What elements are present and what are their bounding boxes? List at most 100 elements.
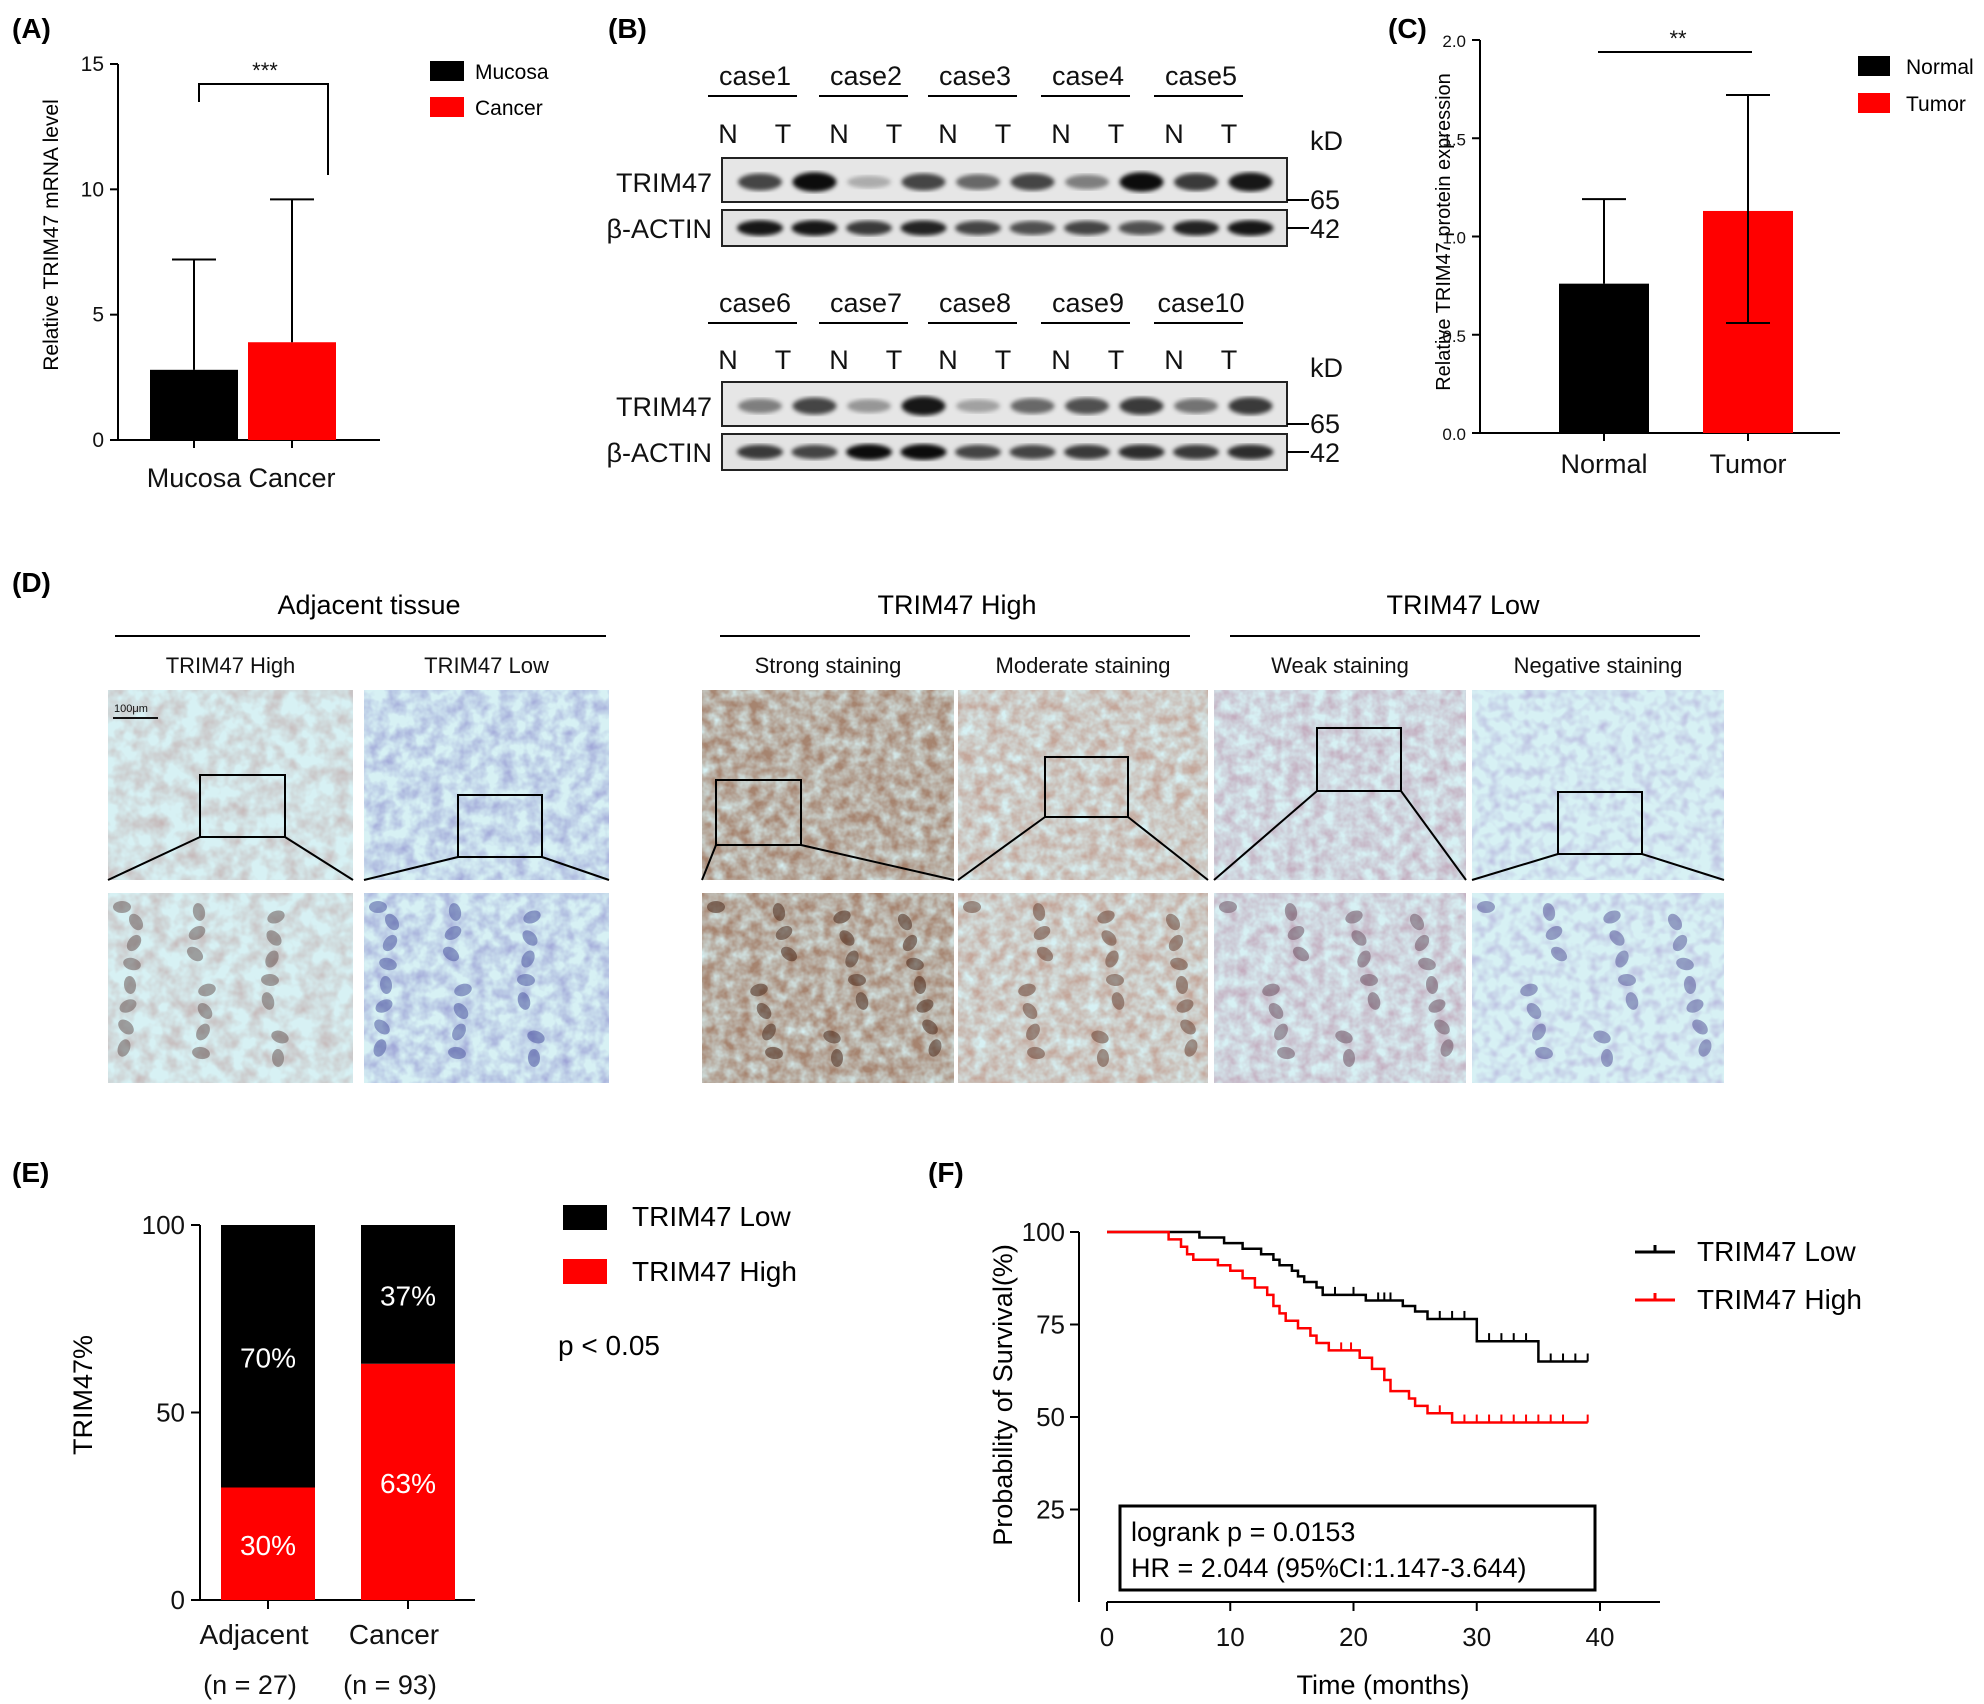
cell-nucleus xyxy=(765,1046,783,1060)
cell-nucleus xyxy=(916,999,934,1013)
zoom-line-left xyxy=(957,816,1046,881)
band-trim47 xyxy=(1174,173,1218,191)
legend-swatch-trim47-low xyxy=(563,1205,607,1230)
cell-nucleus xyxy=(1535,1046,1553,1060)
blot-case-label: case6 xyxy=(719,288,791,318)
cell-nucleus xyxy=(1440,1039,1454,1057)
band-actin xyxy=(1009,444,1056,460)
cell-nucleus xyxy=(1176,999,1194,1013)
blot-case-label: case2 xyxy=(830,61,902,91)
cell-nucleus xyxy=(1284,903,1298,921)
cell-nucleus xyxy=(192,903,206,921)
chart-a-marks: *** xyxy=(150,58,336,440)
cell-nucleus xyxy=(1180,1019,1196,1035)
x-tick-label: 40 xyxy=(1586,1622,1615,1652)
cell-nucleus xyxy=(1357,950,1371,968)
cell-nucleus xyxy=(1360,973,1378,987)
cell-nucleus xyxy=(527,1049,541,1067)
x-tick-label: Normal xyxy=(1560,449,1647,479)
blot-case-label: case5 xyxy=(1165,61,1237,91)
y-tick-label: 1.5 xyxy=(1442,130,1466,149)
cell-nucleus xyxy=(523,910,541,924)
cell-nucleus xyxy=(113,901,131,913)
band-trim47 xyxy=(956,399,1000,413)
scale-bar-label: 100μm xyxy=(114,703,148,715)
band-trim47 xyxy=(956,174,1000,190)
x-tick-label: 0 xyxy=(1100,1622,1114,1652)
x-tick-label: Mucosa xyxy=(147,463,243,493)
lane-label-t: T xyxy=(1108,345,1125,375)
cell-nucleus xyxy=(1545,926,1563,940)
band-trim47 xyxy=(1119,397,1164,415)
cell-nucleus xyxy=(1292,946,1310,962)
band-actin xyxy=(1118,444,1165,460)
band-actin xyxy=(737,444,783,460)
cell-nucleus xyxy=(374,1019,390,1035)
cell-nucleus xyxy=(772,903,786,921)
legend-label-mucosa: Mucosa xyxy=(475,61,549,84)
band-actin xyxy=(1227,220,1274,236)
significance-bracket xyxy=(198,83,329,175)
cell-nucleus xyxy=(1345,910,1363,924)
blot-protein-actin: β-ACTIN xyxy=(606,438,712,468)
blot-case-label: case4 xyxy=(1052,61,1124,91)
lane-label-t: T xyxy=(775,119,792,149)
lane-label-t: T xyxy=(995,119,1012,149)
cell-nucleus xyxy=(1026,1023,1040,1041)
legend-swatch-normal xyxy=(1858,56,1890,76)
ihc-column-label: Negative staining xyxy=(1514,653,1683,678)
x-tick-label: 20 xyxy=(1339,1622,1368,1652)
cell-nucleus xyxy=(1520,983,1538,997)
chart-e-ylabel: TRIM47% xyxy=(68,1335,98,1455)
ihc-texture-low-mag xyxy=(702,690,954,880)
cell-nucleus xyxy=(1600,1049,1614,1067)
zoom-line-right xyxy=(1641,853,1725,881)
band-actin xyxy=(955,220,1001,236)
blot-membrane-trim47 xyxy=(721,381,1288,427)
cell-nucleus xyxy=(1168,934,1184,952)
cell-nucleus xyxy=(756,1003,772,1019)
cell-nucleus xyxy=(453,1003,469,1019)
cell-nucleus xyxy=(521,950,535,968)
ihc-column-label: Strong staining xyxy=(755,653,902,678)
chart-c-axes: 0.0 0.5 1.0 1.5 2.0 Normal Tumor xyxy=(1442,32,1840,479)
legend-label-trim47-low: TRIM47 Low xyxy=(632,1201,791,1232)
cell-nucleus xyxy=(897,913,913,931)
cell-nucleus xyxy=(267,910,285,924)
chart-e-axes: 0 50 100 Adjacent (n = 27) Cancer (n = 93) xyxy=(142,1210,475,1700)
blot-case-label: case10 xyxy=(1157,288,1244,318)
y-tick-label: 100 xyxy=(142,1210,185,1240)
panel-label-c: (C) xyxy=(1388,13,1427,44)
cell-nucleus xyxy=(1101,930,1117,946)
cell-nucleus xyxy=(1676,957,1694,971)
cell-nucleus xyxy=(1027,1046,1045,1060)
chart-f-stat-hr: HR = 2.044 (95%CI:1.147-3.644) xyxy=(1131,1553,1526,1583)
lane-label-n: N xyxy=(938,119,958,149)
cell-nucleus xyxy=(517,973,535,987)
cell-nucleus xyxy=(118,1019,134,1035)
band-actin xyxy=(1173,444,1219,460)
band-trim47 xyxy=(1065,397,1109,415)
panel-c: (C) Relative TRIM47 protein expression 0… xyxy=(1388,13,1974,479)
chart-c-marks: ** xyxy=(1559,26,1793,433)
bar-segment-high xyxy=(221,1487,315,1600)
band-actin xyxy=(1064,220,1110,236)
chart-f-axes: 25 50 75 100 0 10 20 30 40 xyxy=(1022,1217,1660,1652)
panel-label-d: (D) xyxy=(12,567,51,598)
bar-segment-low xyxy=(361,1225,455,1364)
panel-d-ihc: (D) Adjacent tissue TRIM47 High TRIM47 L… xyxy=(12,567,1725,1083)
cell-nucleus xyxy=(1477,901,1495,913)
band-actin xyxy=(1064,444,1110,460)
cell-nucleus xyxy=(444,926,462,940)
blot-case-label: case7 xyxy=(830,288,902,318)
x-tick-label: 10 xyxy=(1216,1622,1245,1652)
cell-nucleus xyxy=(906,957,924,971)
lane-label-n: N xyxy=(718,345,738,375)
cell-nucleus xyxy=(522,930,538,946)
zoom-line-left xyxy=(1213,790,1318,881)
band-trim47 xyxy=(847,399,891,413)
zoom-line-right xyxy=(541,856,610,881)
y-tick-label: 75 xyxy=(1036,1310,1065,1340)
